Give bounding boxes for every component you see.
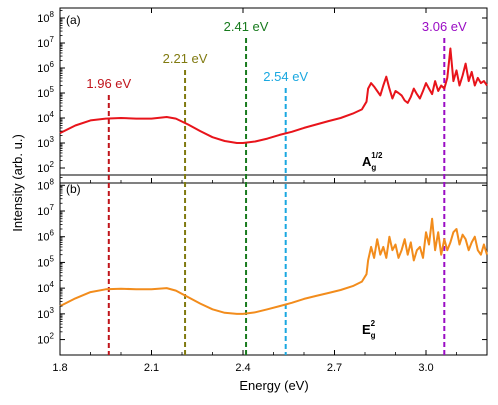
y-tick-label: 103 — [37, 306, 54, 321]
y-tick-label: 107 — [37, 35, 54, 50]
panel-b-mode-label: Eg 2 — [362, 319, 376, 340]
vertical-marker-label: 2.21 eV — [163, 51, 208, 66]
series-line — [59, 217, 488, 315]
vertical-marker-label: 3.06 eV — [422, 19, 467, 34]
panel-a-mode-sub: g — [371, 163, 376, 172]
x-tick-label: 2.7 — [327, 362, 342, 374]
x-tick-label: 2.1 — [144, 362, 159, 374]
panel-a-mode-label: Ag 1/2 — [362, 151, 383, 172]
axis-ticks — [59, 8, 488, 355]
y-tick-label: 107 — [37, 203, 54, 218]
y-tick-label: 104 — [37, 110, 54, 125]
y-axis-title: Intensity (arb. u.) — [10, 134, 25, 232]
series-line — [59, 47, 488, 144]
y-tick-label: 105 — [37, 254, 54, 269]
panel-b-mode-main: E — [362, 322, 371, 337]
axis-tick-labels: 102 103 104 105 106 107 108 102 103 104 105 106 107 1… — [37, 10, 433, 374]
y-tick-label: 102 — [37, 332, 54, 347]
panel-a-mode-sup: 1/2 — [371, 151, 383, 160]
vertical-marker-label: 2.41 eV — [224, 19, 269, 34]
y-tick-label: 106 — [37, 60, 54, 75]
panel-b-mode-sub: g — [371, 331, 376, 340]
y-tick-label: 104 — [37, 280, 54, 295]
panel-b-mode-sup: 2 — [371, 319, 376, 328]
panel-a-frame — [59, 7, 488, 184]
y-tick-label: 105 — [37, 85, 54, 100]
x-axis-title: Energy (eV) — [239, 378, 308, 393]
x-tick-label: 2.4 — [235, 362, 250, 374]
vertical-marker-label: 1.96 eV — [86, 76, 131, 91]
panel-b-tag: (b) — [66, 182, 81, 196]
panel-b-frame — [59, 174, 488, 356]
panel-a-tag: (a) — [66, 13, 81, 27]
y-tick-label: 103 — [37, 135, 54, 150]
vertical-marker-label: 2.54 eV — [263, 69, 308, 84]
x-tick-label: 3.0 — [418, 362, 433, 374]
y-tick-label: 108 — [37, 10, 54, 25]
panel-a-mode-main: A — [362, 154, 372, 169]
y-tick-label: 106 — [37, 229, 54, 244]
y-tick-label: 102 — [37, 160, 54, 175]
vertical-marker-lines: 1.96 eV 2.21 eV 2.41 eV 2.54 eV 3.06 eV — [86, 19, 467, 355]
series-lines — [59, 47, 488, 315]
y-tick-label: 108 — [37, 177, 54, 192]
x-tick-label: 1.8 — [52, 362, 67, 374]
